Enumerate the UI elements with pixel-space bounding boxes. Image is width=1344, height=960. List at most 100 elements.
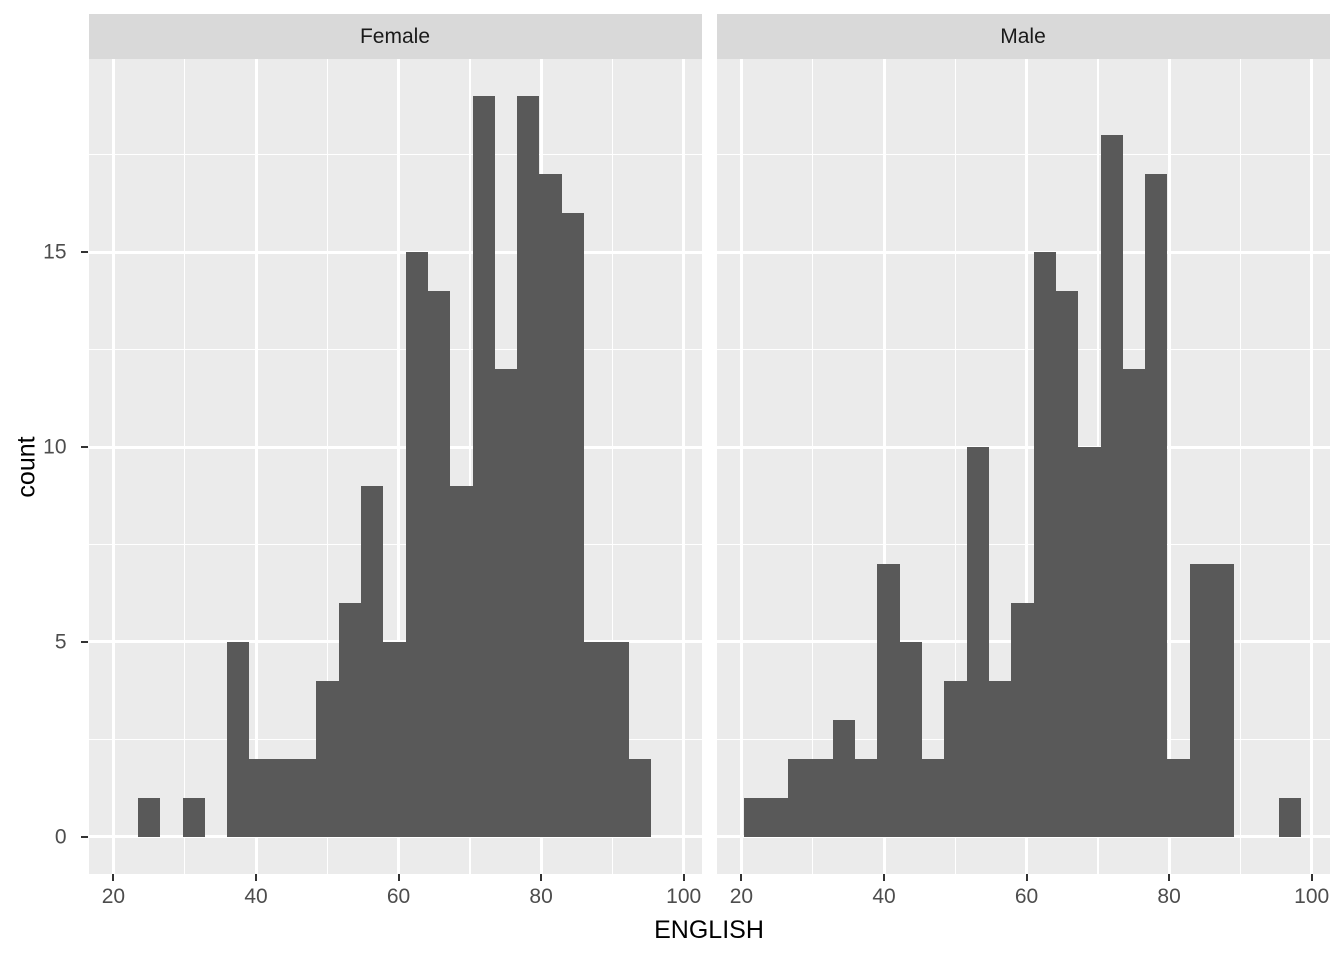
x-tick-mark — [883, 874, 885, 881]
histogram-bar — [1055, 291, 1079, 837]
histogram-bar — [405, 252, 428, 837]
x-tick-label: 20 — [101, 885, 126, 908]
gridline-major-horizontal — [88, 835, 702, 839]
histogram-bar — [765, 797, 789, 837]
x-tick-mark — [740, 874, 743, 881]
histogram-bar — [517, 96, 540, 837]
gridline-major-horizontal — [716, 835, 1330, 839]
gridline-minor-vertical — [954, 59, 957, 874]
histogram-bar — [316, 680, 339, 837]
gridline-major-horizontal — [716, 445, 1330, 449]
histogram-bar — [360, 485, 384, 837]
y-tick-label: 0 — [54, 825, 67, 849]
histogram-bar — [1167, 758, 1190, 837]
x-tick-label: 60 — [1014, 885, 1039, 908]
gridline-major-vertical — [254, 59, 258, 874]
gridline-major-vertical — [739, 59, 743, 874]
gridline-major-vertical — [1025, 59, 1029, 874]
histogram-bar — [810, 758, 833, 837]
x-tick-label: 40 — [872, 885, 896, 908]
gridline-minor-vertical — [1239, 59, 1242, 874]
histogram-bar — [1033, 252, 1056, 837]
histogram-bar — [1145, 174, 1168, 837]
histogram-bar — [182, 797, 205, 837]
histogram-bar — [584, 641, 607, 837]
gridline-major-vertical — [111, 59, 115, 874]
gridline-major-vertical — [682, 59, 686, 874]
histogram-bar — [227, 641, 250, 837]
histogram-bar — [988, 680, 1012, 837]
x-tick-mark — [1310, 874, 1313, 881]
histogram-bar — [1011, 602, 1034, 837]
x-tick-mark — [112, 874, 115, 881]
histogram-bar — [338, 602, 361, 837]
facet-strip: Female — [88, 14, 702, 59]
gridline-major-horizontal — [88, 445, 702, 449]
x-tick-label: 60 — [386, 885, 411, 908]
histogram-bar — [539, 174, 562, 837]
histogram-bar — [743, 797, 766, 837]
x-tick-mark — [255, 874, 257, 881]
gridline-major-horizontal — [88, 250, 702, 254]
y-tick-mark — [80, 640, 88, 643]
x-tick-label: 80 — [529, 885, 553, 908]
y-tick-mark — [80, 446, 88, 448]
gridline-major-vertical — [1310, 59, 1314, 874]
gridline-minor-horizontal — [88, 153, 702, 156]
histogram-bar — [1189, 563, 1213, 837]
facet-strip-label: Male — [1000, 25, 1046, 48]
x-axis-title: ENGLISH — [654, 916, 764, 944]
x-tick-label: 100 — [1294, 885, 1330, 908]
x-tick-mark — [540, 874, 543, 881]
histogram-bar — [855, 758, 878, 837]
gridline-minor-horizontal — [716, 153, 1330, 156]
facet-strip-label: Female — [359, 25, 431, 48]
histogram-bar — [1078, 447, 1101, 837]
gridline-major-horizontal — [716, 250, 1330, 254]
x-tick-label: 100 — [666, 885, 702, 908]
histogram-bar — [1212, 563, 1235, 837]
histogram-bar — [137, 797, 161, 837]
histogram-bar — [294, 758, 317, 837]
y-tick-label: 15 — [43, 240, 67, 264]
histogram-bar — [899, 641, 923, 837]
gridline-minor-horizontal — [716, 348, 1330, 351]
histogram-bar — [788, 758, 811, 837]
gridline-minor-vertical — [611, 59, 614, 874]
x-tick-label: 20 — [729, 885, 754, 908]
histogram-bar — [383, 641, 406, 837]
gridline-minor-horizontal — [716, 543, 1330, 546]
facet-strip: Male — [716, 14, 1330, 59]
y-tick-label: 10 — [43, 435, 67, 459]
histogram-bar — [1100, 135, 1123, 837]
gridline-minor-horizontal — [88, 348, 702, 351]
histogram-bar — [944, 680, 967, 837]
histogram-bar — [922, 758, 945, 837]
histogram-bar — [249, 758, 272, 837]
histogram-bar — [628, 758, 652, 837]
histogram-bar — [1122, 369, 1146, 837]
histogram-bar — [966, 447, 989, 837]
histogram-bar — [427, 291, 451, 837]
gridline-minor-horizontal — [88, 543, 702, 546]
histogram-bar — [494, 369, 518, 837]
x-tick-label: 80 — [1157, 885, 1181, 908]
y-tick-mark — [80, 251, 88, 254]
x-tick-mark — [1168, 874, 1171, 881]
gridline-minor-vertical — [183, 59, 186, 874]
x-tick-label: 40 — [244, 885, 268, 908]
gridline-major-vertical — [397, 59, 401, 874]
y-axis-title: count — [12, 435, 41, 498]
y-tick-mark — [80, 835, 88, 838]
gridline-minor-vertical — [811, 59, 814, 874]
y-tick-label: 5 — [54, 630, 67, 654]
histogram-bar — [561, 213, 585, 837]
x-tick-mark — [682, 874, 685, 881]
gridline-minor-vertical — [469, 59, 471, 874]
histogram-bar — [832, 719, 856, 837]
histogram-bar — [271, 758, 295, 837]
histogram-bar — [472, 96, 495, 837]
gridline-major-vertical — [882, 59, 886, 874]
histogram-bar — [1279, 797, 1302, 837]
